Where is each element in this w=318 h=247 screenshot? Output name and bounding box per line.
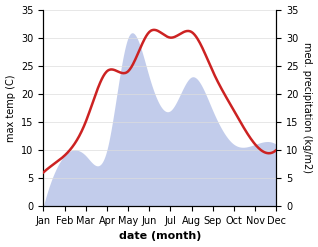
X-axis label: date (month): date (month) [119, 231, 201, 242]
Y-axis label: max temp (C): max temp (C) [5, 74, 16, 142]
Y-axis label: med. precipitation (kg/m2): med. precipitation (kg/m2) [302, 42, 313, 173]
